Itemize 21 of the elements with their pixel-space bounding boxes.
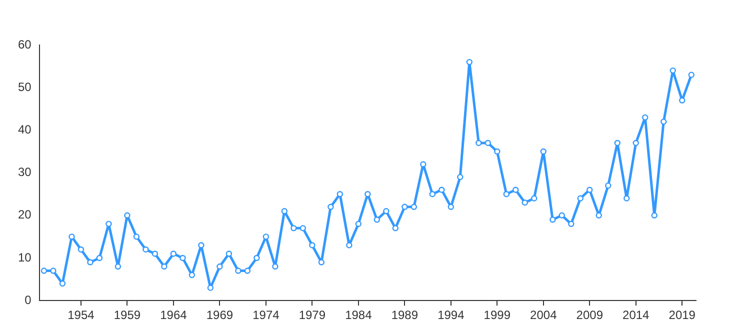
x-tick-label: 1994 [438,308,465,322]
y-tick-label: 0 [24,292,32,307]
y-tick-label: 60 [18,37,32,52]
y-tick-label: 40 [18,122,32,137]
x-tick-label: 1964 [160,308,188,322]
x-tick-label: 2009 [576,308,604,322]
x-tick-label: 2004 [530,308,558,322]
x-tick-label: 1959 [114,308,141,322]
x-tick-label: 2014 [622,308,650,322]
x-tick-label: 1974 [252,308,280,322]
x-tick-label: 1989 [391,308,418,322]
x-tick-label: 1984 [345,308,372,322]
y-tick-label: 50 [18,80,32,94]
x-tick-label: 1999 [484,308,511,322]
x-tick-label: 1979 [298,308,326,322]
x-tick-label: 1969 [206,308,234,322]
y-tick-label: 10 [18,250,32,264]
y-tick-label: 30 [18,165,32,180]
x-tick-label: 1954 [68,308,95,322]
y-tick-label: 20 [18,208,32,222]
x-tick-label: 2019 [668,308,696,322]
